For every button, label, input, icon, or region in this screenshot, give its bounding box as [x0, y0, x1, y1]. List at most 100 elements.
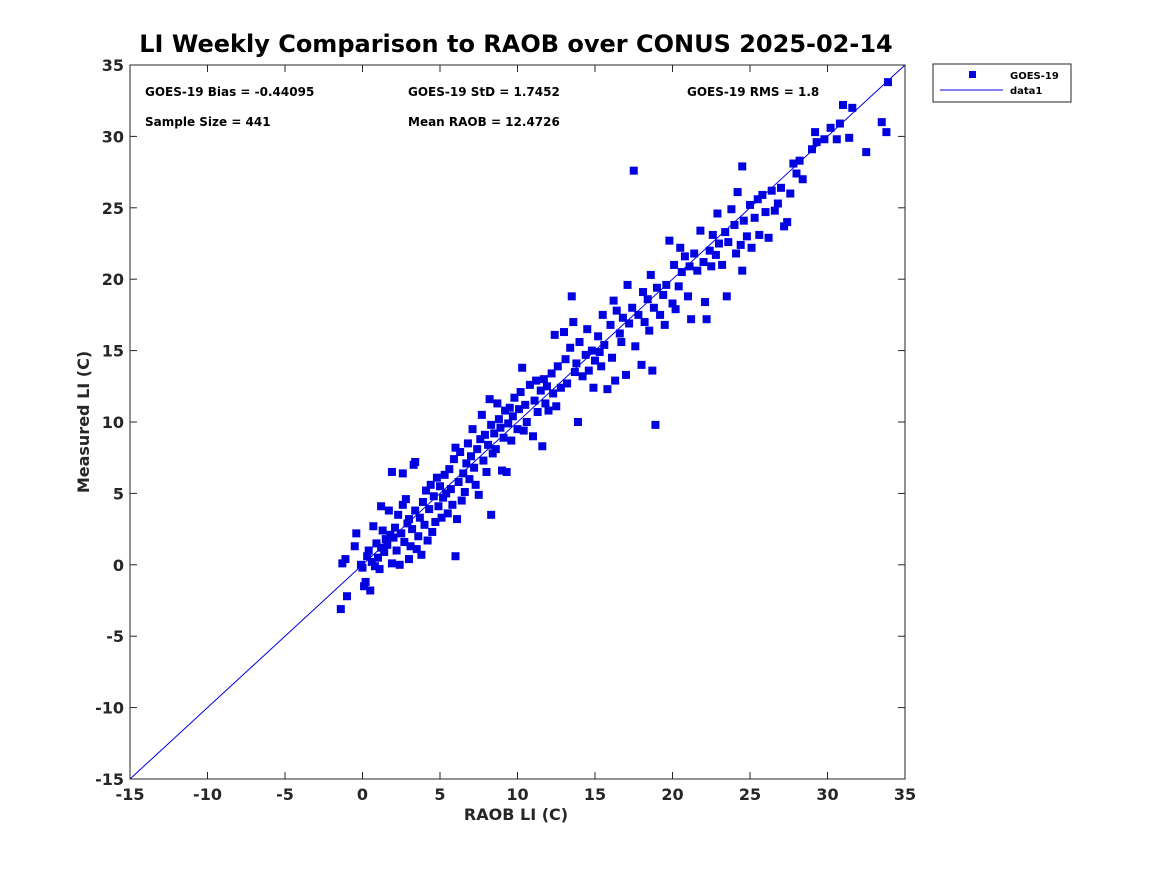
data-point — [363, 552, 372, 561]
scatter-points-layer — [336, 78, 892, 614]
data-point — [374, 553, 382, 562]
data-point — [366, 586, 375, 595]
legend-label-goes19: GOES-19 — [1010, 71, 1059, 82]
data-point — [389, 533, 398, 542]
data-point — [518, 363, 527, 372]
data-point — [431, 517, 440, 526]
data-point — [352, 529, 361, 538]
data-point — [502, 467, 511, 476]
data-point — [338, 559, 347, 568]
data-point — [566, 343, 575, 352]
data-point — [521, 400, 530, 409]
y-tick-label: 25 — [102, 199, 124, 218]
data-point — [705, 246, 714, 255]
data-point — [432, 473, 441, 482]
data-point — [538, 442, 547, 451]
data-point — [473, 445, 482, 454]
data-point — [608, 353, 617, 362]
data-point — [711, 250, 720, 259]
data-point — [597, 362, 606, 371]
data-point — [845, 133, 854, 142]
stat-bias: GOES-19 Bias = -0.44095 — [145, 85, 314, 99]
y-axis-label: Measured LI (C) — [74, 351, 93, 493]
legend-marker-square — [969, 71, 976, 78]
data-point — [406, 542, 415, 551]
data-point — [490, 429, 499, 438]
data-point — [420, 520, 429, 529]
data-point — [532, 376, 541, 385]
data-point — [684, 292, 692, 301]
data-point — [651, 420, 660, 429]
data-point — [730, 220, 739, 229]
data-point — [612, 306, 621, 315]
data-point — [440, 470, 449, 479]
data-point — [761, 208, 770, 217]
data-point — [634, 310, 643, 319]
data-point — [460, 487, 469, 496]
data-point — [377, 502, 386, 511]
data-point — [360, 582, 369, 591]
stat-sample-size: Sample Size = 441 — [145, 115, 271, 129]
data-point — [510, 393, 519, 402]
data-point — [401, 495, 410, 504]
data-point — [591, 356, 599, 365]
legend-box — [932, 63, 1072, 103]
data-point — [701, 298, 710, 307]
x-tick-label: -10 — [193, 785, 222, 804]
data-point — [764, 233, 773, 242]
data-point — [640, 318, 649, 327]
data-point — [680, 252, 689, 261]
data-point — [808, 145, 816, 154]
stat-std: GOES-19 StD = 1.7452 — [408, 85, 560, 99]
data-point — [685, 262, 694, 271]
data-point — [358, 563, 367, 572]
y-tick-label: 0 — [113, 556, 124, 575]
data-point — [625, 319, 634, 328]
x-tick-label: -15 — [116, 785, 145, 804]
data-point — [659, 290, 668, 299]
data-point — [445, 465, 454, 474]
data-point — [544, 406, 553, 415]
y-axis-ticks: -15 -10 -5 0 5 10 15 20 25 30 35 — [95, 56, 905, 789]
data-point — [581, 350, 590, 359]
data-point — [482, 467, 491, 476]
data-point — [394, 510, 403, 519]
data-point — [547, 369, 556, 378]
chart-title: LI Weekly Comparison to RAOB over CONUS … — [139, 30, 892, 58]
data-point — [662, 280, 671, 289]
data-point — [668, 299, 677, 308]
data-point — [820, 135, 829, 144]
data-point — [826, 123, 835, 132]
data-point — [499, 433, 508, 442]
data-point — [383, 540, 392, 549]
y-tick-label: 10 — [102, 413, 124, 432]
data-point — [487, 420, 496, 429]
data-point — [467, 452, 475, 461]
data-point — [449, 455, 458, 464]
data-point — [848, 103, 857, 112]
data-point — [569, 318, 578, 327]
data-point — [733, 188, 742, 197]
data-point — [470, 463, 479, 472]
y-tick-label: 15 — [102, 342, 124, 361]
data-point — [646, 270, 655, 279]
data-point — [609, 296, 618, 305]
data-point — [380, 547, 389, 556]
data-point — [560, 328, 568, 337]
data-point — [573, 418, 582, 426]
y-tick-label: -15 — [95, 770, 124, 789]
data-point — [622, 370, 630, 379]
x-tick-label: 15 — [584, 785, 606, 804]
x-tick-label: 0 — [357, 785, 368, 804]
data-point — [750, 213, 759, 222]
data-point — [341, 555, 350, 564]
data-point — [350, 542, 359, 551]
data-point — [721, 228, 730, 237]
x-axis-ticks: -15 -10 -5 0 5 10 15 20 25 30 35 — [116, 65, 916, 804]
data-point — [343, 592, 351, 601]
data-point — [795, 156, 804, 165]
data-point — [553, 362, 562, 371]
x-axis-label: RAOB LI (C) — [464, 805, 568, 824]
data-point — [415, 513, 424, 522]
data-point — [498, 466, 506, 475]
